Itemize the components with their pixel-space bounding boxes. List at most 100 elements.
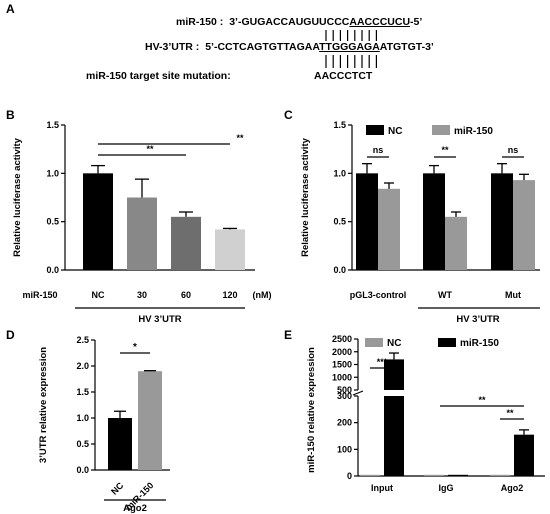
bar [83,173,113,270]
sig-label: * [133,342,137,353]
group-label: Ago2 [123,503,147,514]
chart-c: 0.0 0.5 1.0 1.5 Relative luciferase activity… [300,120,540,325]
bar [448,474,468,476]
bar [378,188,400,270]
unit-label: (nM) [253,290,272,300]
sig-label: ** [506,408,514,418]
bar [360,474,380,476]
mir150-label: miR-150 : [176,16,224,28]
x-tick-label: Input [371,483,393,493]
y-tick-label: 2500 [332,334,352,344]
hv-utr-seq-line: HV-3’UTR : 5’-CCTCAGTGTTAGAATTGGGAGAATGT… [145,41,434,53]
hv-utr-seq-post: ATGTGT-3’ [379,41,434,53]
panel-b-letter: B [6,108,15,122]
y-tick-label: 2.5 [76,335,89,345]
x-tick-label: WT [438,290,452,300]
y-tick-label: 1.5 [76,387,89,397]
bar [424,474,444,476]
bar [138,371,162,470]
sig-label: *** [377,357,388,367]
hv-utr-site: TTGGGAGA [319,41,380,53]
bar [384,396,404,476]
bar [127,197,157,270]
x-tick-label: Mut [505,290,521,300]
y-tick-label: 200 [337,418,352,428]
bar [384,359,404,390]
y-tick-label: 0.0 [76,465,89,475]
legend-label: NC [387,338,401,349]
y-tick-label: 0.5 [333,217,346,227]
bar [514,434,534,476]
panel-e-letter: E [284,328,293,342]
mutation-label: miR-150 target site mutation: [86,70,231,82]
sig-label: ** [441,145,449,155]
row-label: miR-150 [22,290,57,300]
legend-swatch [438,338,456,347]
bar [490,474,510,476]
sig-label: ** [146,144,154,154]
x-tick-label: IgG [439,483,454,493]
panel-c-letter: C [284,108,293,122]
y-tick-label: 0.0 [46,265,59,275]
sig-label: ** [478,395,486,405]
x-tick-label: NC [92,290,105,300]
y-tick-label: 0.0 [333,265,346,275]
y-tick-label: 2.0 [76,361,89,371]
legend-swatch [366,125,384,135]
y-tick-label: 2000 [332,347,352,357]
y-tick-label: 1.5 [333,120,346,130]
mir150-seq-post: -5’ [410,16,423,28]
bar [491,173,513,270]
y-tick-label: 1.0 [333,168,346,178]
group-label: HV 3’UTR [456,314,499,325]
chart-b: 0.0 0.5 1.0 1.5 Relative luciferase activity… [12,120,272,325]
pairing-lines [325,30,377,68]
y-axis-label: Relative luciferase activity [300,137,311,257]
y-tick-label: 0 [347,471,352,481]
mir150-seed: AACCCUCU [349,16,411,28]
x-tick-label: 30 [137,290,147,300]
y-tick-label: 0.5 [76,439,89,449]
hv-utr-label: HV-3’UTR : [145,41,200,53]
x-tick-label: pGL3-control [350,290,407,300]
bar [171,216,201,270]
y-tick-label: 500 [337,385,352,395]
legend-label: miR-150 [460,338,499,349]
panel-d-letter: D [6,328,15,342]
x-tick-label: NC [109,480,126,497]
axis-break-mark [352,390,364,396]
group-label: HV 3’UTR [138,314,181,325]
bar [356,173,378,270]
y-tick-label: 1.0 [76,413,89,423]
bar [513,180,535,270]
y-tick-label: 1.0 [46,168,59,178]
hv-utr-seq-pre: 5’-CCTCAGTGTTAGAA [205,41,320,53]
x-tick-label: 120 [222,290,237,300]
y-axis-label: miR-150 relative expression [306,347,317,473]
x-tick-label: Ago2 [501,483,524,493]
y-tick-label: 1.5 [46,120,59,130]
y-tick-label: 1500 [332,360,352,370]
legend-swatch [432,125,450,135]
y-axis-label: 3’UTR relative expression [38,347,49,463]
sig-label: ns [508,145,519,155]
bar [108,418,132,470]
y-axis-label: Relative luciferase activity [12,137,23,257]
sig-label: ns [373,145,384,155]
y-tick-label: 1000 [332,372,352,382]
bar [423,173,445,270]
chart-d: 0.0 0.5 1.0 1.5 2.0 2.5 3’UTR relative express… [38,335,170,514]
y-tick-label: 300 [337,391,352,401]
mir150-seq-pre: 3’-GUGACCAUGUUCCC [229,16,350,28]
mutation-seq: AACCCTCT [314,70,373,82]
panel-a-letter: A [6,2,15,16]
legend-label: NC [388,126,402,137]
legend-swatch [365,338,383,347]
bar [215,229,245,270]
mir150-seq-line: miR-150 : 3’-GUGACCAUGUUCCCAACCCUCU-5’ [176,16,422,28]
legend-label: miR-150 [454,126,493,137]
y-tick-label: 100 [337,444,352,454]
sig-label: ** [236,133,244,143]
